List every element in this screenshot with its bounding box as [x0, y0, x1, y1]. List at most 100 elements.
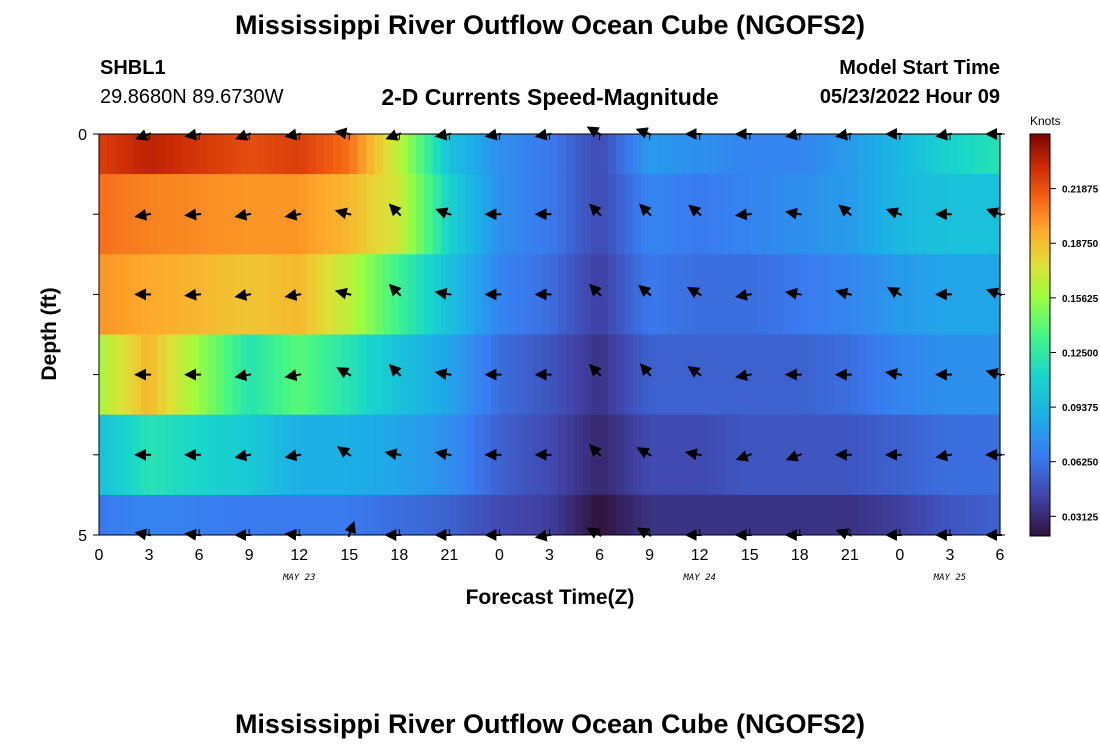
heatmap-cell [282, 334, 292, 416]
heatmap-cell [357, 174, 367, 255]
heatmap-cell [566, 174, 576, 255]
heatmap-cell [174, 174, 184, 255]
heatmap-cell [307, 134, 317, 175]
heatmap-cell [299, 494, 309, 536]
heatmap-cell [215, 134, 225, 175]
heatmap-cell [908, 134, 918, 175]
current-vector-arrow [735, 450, 752, 462]
heatmap-cell [199, 334, 209, 416]
heatmap-cell [724, 254, 734, 335]
heatmap-cell [124, 134, 133, 175]
heatmap-cell [315, 134, 325, 175]
heatmap-cell [524, 494, 534, 536]
heatmap-cell [557, 134, 567, 175]
current-vector-arrow [734, 289, 752, 301]
heatmap-cell [365, 494, 375, 536]
current-vector-arrow [434, 448, 452, 461]
heatmap-cell [249, 254, 259, 335]
heatmap-cell [257, 334, 267, 416]
heatmap-cell [524, 414, 534, 496]
heatmap-cell [599, 134, 609, 175]
current-vector-arrow [184, 288, 202, 301]
heatmap-cell [758, 134, 767, 175]
heatmap-cell [549, 254, 559, 335]
heatmap-cell [115, 134, 125, 175]
heatmap-cell [524, 134, 534, 175]
heatmap-cell [332, 334, 342, 416]
heatmap-cell [808, 174, 818, 255]
x-tick-label: 9 [245, 547, 254, 564]
heatmap-cell [958, 134, 968, 175]
heatmap-cell [549, 494, 559, 536]
heatmap-cell [507, 254, 517, 335]
heatmap-cell [441, 134, 450, 175]
heatmap-cell [983, 494, 993, 536]
heatmap-cell [307, 174, 317, 255]
current-vector-arrow [284, 289, 302, 301]
heatmap-cell [958, 334, 968, 416]
heatmap-cell [390, 494, 400, 536]
heatmap-cell [741, 494, 751, 536]
heatmap-cell [240, 494, 250, 536]
heatmap-cell [783, 174, 793, 255]
heatmap-cell [833, 134, 843, 175]
heatmap-cell [891, 494, 901, 536]
heatmap-cell [549, 414, 559, 496]
heatmap-cell [933, 414, 943, 496]
heatmap-cell [466, 414, 476, 496]
heatmap-cell [791, 134, 801, 175]
heatmap-cell [324, 134, 334, 175]
heatmap-cell [365, 254, 375, 335]
heatmap-cell [958, 174, 968, 255]
heatmap-cell [224, 414, 234, 496]
x-axis-ticks: 0 3 6 9 12 15 18 21 0 3 6 9 12 15 18 21 0 3 6 [95, 134, 1005, 564]
heatmap-cell [165, 254, 175, 335]
heatmap-cell [708, 414, 717, 496]
heatmap-cell [849, 254, 859, 335]
heatmap-cell [257, 174, 267, 255]
x-tick-label: 6 [996, 547, 1005, 564]
heatmap-cell [582, 414, 592, 496]
heatmap-cell [524, 174, 534, 255]
heatmap-cell [916, 414, 926, 496]
heatmap-cell [657, 134, 667, 175]
heatmap-cell [332, 134, 342, 175]
heatmap-cell [616, 174, 626, 255]
current-vector-arrow [284, 208, 302, 221]
heatmap-cell [599, 254, 609, 335]
x-tick-label: 0 [95, 547, 104, 564]
heatmap-cell [924, 254, 934, 335]
heatmap-cell [382, 414, 392, 496]
heatmap-cell [349, 414, 359, 496]
heatmap-cell [624, 414, 634, 496]
heatmap-cell [274, 254, 284, 335]
heatmap-cell [649, 254, 659, 335]
current-vector-arrow [935, 449, 953, 462]
heatmap-cell [107, 414, 117, 496]
x-tick-label: 3 [545, 547, 554, 564]
heatmap-cell [466, 334, 476, 416]
heatmap-cell [482, 254, 492, 335]
heatmap-cell [516, 254, 526, 335]
heatmap-cell [749, 254, 759, 335]
heatmap-cell [983, 414, 993, 496]
current-vector-arrow [434, 287, 452, 300]
heatmap-cell [349, 134, 359, 175]
heatmap-cell [274, 174, 284, 255]
heatmap-cell [557, 254, 567, 335]
heatmap-cell [641, 134, 651, 175]
heatmap-cell [299, 174, 309, 255]
x-axis-label: Forecast Time(Z) [466, 586, 635, 609]
heatmap-cell [566, 414, 576, 496]
heatmap-cell [733, 334, 742, 416]
heatmap-cell [824, 134, 834, 175]
footer-chart-title: Mississippi River Outflow Ocean Cube (NG… [234, 709, 866, 739]
heatmap-cell [924, 134, 934, 175]
colorbar-tick-label: 0.18750 [1062, 239, 1099, 250]
heatmap-cell [132, 494, 142, 536]
heatmap-cell [482, 134, 492, 175]
heatmap-cell [182, 134, 192, 175]
heatmap-cell [783, 494, 793, 536]
heatmap-cell [115, 494, 125, 536]
heatmap-cell [682, 334, 692, 416]
